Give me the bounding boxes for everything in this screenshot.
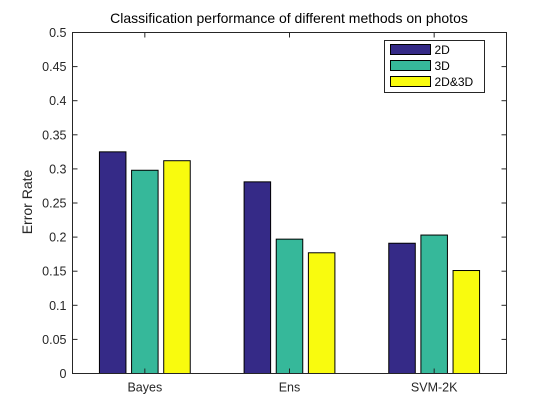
legend-label: 2D&3D bbox=[435, 75, 474, 89]
x-axis-ticks: Bayes Ens SVM-2K bbox=[127, 32, 458, 395]
y-tick-label: 0.25 bbox=[42, 197, 66, 211]
bar-3D-Bayes bbox=[131, 169, 159, 374]
y-axis-ticks: 0 0.05 0.1 0.15 0.2 0.25 0.3 0.35 0.4 0.45 0.5 bbox=[42, 26, 507, 381]
bar-2D-Ens bbox=[243, 181, 272, 374]
bar-3D-SVM-2K bbox=[420, 234, 448, 374]
y-tick-label: 0.05 bbox=[42, 333, 66, 347]
bar-3D-Ens bbox=[275, 238, 304, 374]
legend-label: 2D bbox=[435, 43, 451, 57]
y-tick-label: 0.45 bbox=[42, 60, 66, 74]
y-tick-label: 0.15 bbox=[42, 265, 66, 279]
y-axis-label: Error Rate bbox=[19, 170, 35, 235]
bar-2D-SVM-2K bbox=[388, 242, 416, 374]
legend-label: 3D bbox=[435, 59, 451, 73]
bar-2D-Bayes bbox=[98, 151, 127, 374]
y-tick-label: 0.2 bbox=[49, 231, 66, 245]
bars-group bbox=[98, 151, 481, 375]
x-tick-label: Bayes bbox=[127, 381, 162, 395]
y-tick-label: 0.4 bbox=[49, 94, 66, 108]
chart-title: Classification performance of different … bbox=[110, 10, 468, 26]
bar-2D&3D-Bayes bbox=[163, 160, 191, 374]
y-tick-label: 0.35 bbox=[42, 128, 66, 142]
legend-swatch bbox=[390, 44, 431, 55]
y-tick-label: 0.5 bbox=[49, 26, 66, 40]
legend-swatch bbox=[390, 76, 431, 87]
x-tick-label: Ens bbox=[279, 381, 301, 395]
bar-2D&3D-SVM-2K bbox=[452, 270, 481, 375]
legend-swatch bbox=[390, 60, 431, 71]
plot-frame bbox=[72, 32, 507, 374]
y-tick-label: 0.1 bbox=[49, 299, 66, 313]
x-tick-label: SVM-2K bbox=[411, 381, 458, 395]
y-tick-label: 0 bbox=[60, 367, 67, 381]
legend: 2D 3D 2D&3D bbox=[384, 40, 485, 93]
bar-2D&3D-Ens bbox=[307, 252, 336, 374]
y-tick-label: 0.3 bbox=[49, 162, 66, 176]
